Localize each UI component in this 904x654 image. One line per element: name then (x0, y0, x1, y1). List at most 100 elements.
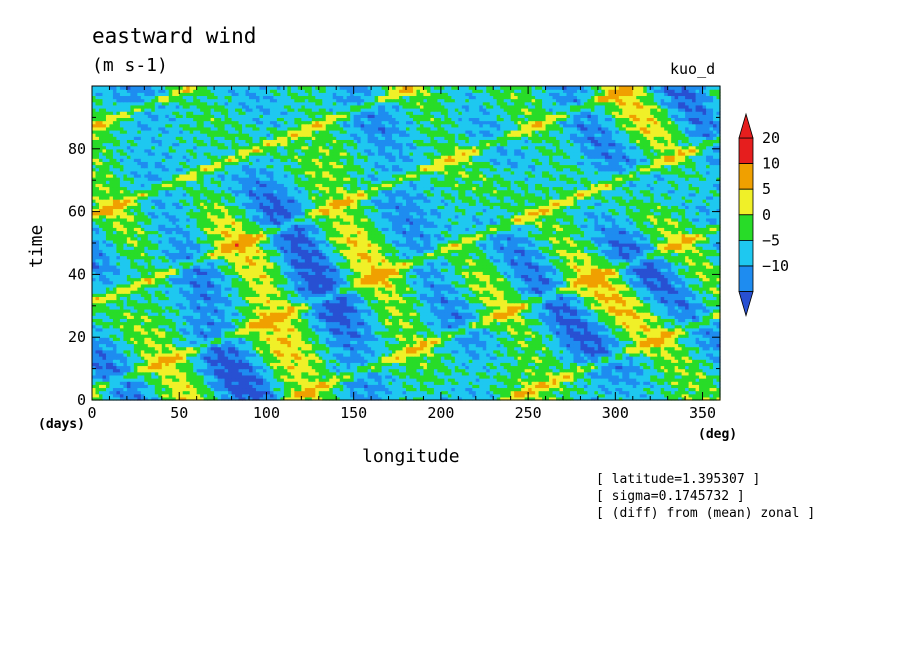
heatmap-cell (706, 378, 711, 382)
heatmap-cell (440, 359, 445, 363)
heatmap-cell (238, 387, 243, 392)
heatmap-cell (112, 340, 118, 345)
heatmap-cell (535, 330, 540, 335)
heatmap-cell (374, 343, 379, 348)
heatmap-cell (119, 318, 124, 323)
heatmap-cell (147, 396, 152, 401)
heatmap-cell (493, 340, 498, 345)
heatmap-cell (531, 396, 536, 401)
heatmap-cell (165, 384, 170, 389)
heatmap-cell (423, 362, 428, 367)
heatmap-cell (493, 349, 498, 354)
heatmap-cell (140, 384, 145, 389)
heatmap-cell (353, 318, 358, 323)
heatmap-cell (678, 359, 683, 363)
heatmap-cell (133, 374, 138, 379)
heatmap-cell (563, 387, 568, 392)
heatmap-cell (692, 371, 697, 376)
heatmap-cell (116, 334, 121, 338)
heatmap-cell (276, 330, 281, 335)
heatmap-cell (601, 349, 606, 354)
heatmap-cell (221, 378, 226, 382)
heatmap-cell (458, 387, 463, 392)
heatmap-cell (228, 362, 233, 367)
heatmap-cell (475, 340, 480, 345)
heatmap-cell (357, 346, 362, 351)
heatmap-cell (643, 343, 648, 348)
heatmap-cell (144, 371, 149, 376)
heatmap-cell (465, 396, 470, 401)
heatmap-cell (549, 387, 554, 392)
heatmap-cell (664, 356, 669, 360)
heatmap-cell (161, 337, 166, 341)
heatmap-cell (367, 321, 372, 326)
heatmap-cell (549, 362, 554, 367)
heatmap-cell (674, 356, 679, 360)
heatmap-cell (454, 387, 459, 392)
heatmap-cell (311, 387, 316, 392)
heatmap-cell (664, 368, 669, 373)
heatmap-cell (639, 330, 644, 335)
heatmap-cell (259, 387, 264, 392)
heatmap-cell (611, 365, 616, 370)
heatmap-cell (521, 352, 526, 357)
heatmap-cell (242, 387, 247, 392)
heatmap-cell (489, 390, 494, 395)
heatmap-cell (217, 396, 222, 401)
heatmap-cell (200, 327, 205, 332)
heatmap-cell (364, 365, 369, 370)
heatmap-cell (92, 368, 97, 373)
heatmap-cell (444, 349, 449, 354)
heatmap-cell (653, 393, 658, 398)
heatmap-cell (207, 384, 212, 389)
heatmap-cell (521, 334, 526, 338)
heatmap-cell (388, 321, 393, 326)
heatmap-cell (611, 318, 616, 323)
heatmap-cell (102, 330, 107, 335)
heatmap-cell (702, 330, 707, 335)
heatmap-cell (699, 381, 704, 385)
heatmap-cell (308, 327, 313, 332)
heatmap-cell (325, 378, 330, 382)
heatmap-cell (161, 349, 166, 354)
heatmap-cell (98, 321, 104, 326)
heatmap-cell (524, 387, 529, 392)
heatmap-cell (144, 340, 149, 345)
heatmap-cell (200, 337, 205, 341)
heatmap-cell (601, 378, 606, 382)
heatmap-cell (297, 371, 302, 376)
heatmap-cell (249, 356, 254, 360)
heatmap-cell (357, 349, 362, 354)
heatmap-cell (667, 365, 672, 370)
heatmap-cell (643, 318, 648, 323)
heatmap-cell (451, 337, 456, 341)
heatmap-cell (325, 381, 330, 385)
heatmap-cell (545, 378, 550, 382)
heatmap-cell (699, 396, 704, 401)
heatmap-cell (643, 368, 648, 373)
heatmap-cell (580, 340, 585, 345)
heatmap-cell (625, 318, 630, 323)
heatmap-cell (716, 324, 721, 329)
heatmap-cell (706, 381, 711, 385)
heatmap-cell (538, 346, 543, 351)
heatmap-cell (158, 359, 163, 363)
heatmap-cell (507, 321, 512, 326)
heatmap-cell (535, 327, 540, 332)
heatmap-cell (98, 390, 104, 395)
heatmap-cell (399, 352, 404, 357)
heatmap-cell (594, 359, 599, 363)
heatmap-cell (186, 346, 191, 351)
heatmap-cell (112, 396, 118, 401)
heatmap-cell (92, 352, 97, 357)
heatmap-cell (597, 374, 602, 379)
heatmap-cell (419, 324, 425, 329)
heatmap-cell (646, 337, 651, 341)
heatmap-cell (510, 346, 515, 351)
heatmap-cell (259, 324, 264, 329)
heatmap-cell (339, 324, 344, 329)
heatmap-cell (423, 396, 428, 401)
heatmap-cell (454, 340, 459, 345)
heatmap-cell (482, 384, 487, 389)
heatmap-cell (353, 378, 358, 382)
